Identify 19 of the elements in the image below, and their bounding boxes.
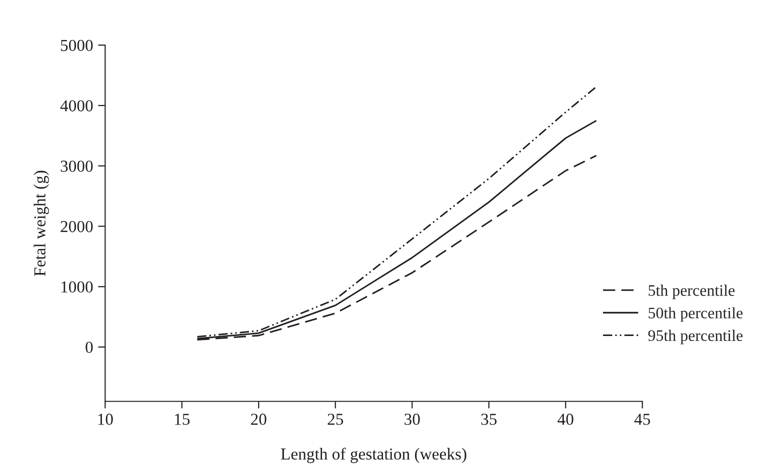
- y-tick-label: 2000: [60, 220, 93, 232]
- x-tick-label: 25: [328, 414, 344, 425]
- x-tick-label: 30: [404, 414, 420, 425]
- legend-label: 5th percentile: [648, 284, 735, 300]
- y-tick-label: 3000: [60, 160, 93, 172]
- y-tick-label: 0: [86, 342, 93, 353]
- x-tick-label: 35: [481, 414, 497, 425]
- x-tick-label: 40: [558, 414, 574, 425]
- legend-label: 50th percentile: [648, 307, 743, 322]
- y-tick-label: 5000: [60, 40, 93, 52]
- legend-label: 95th percentile: [648, 330, 743, 344]
- y-axis-title: Fetal weight (g): [34, 170, 49, 276]
- x-tick-label: 15: [175, 414, 190, 425]
- x-tick-label: 45: [634, 414, 650, 425]
- x-tick-label: 10: [98, 414, 113, 425]
- y-tick-label: 1000: [61, 281, 93, 293]
- y-tick-label: 4000: [60, 100, 93, 112]
- x-tick-label: 20: [251, 414, 266, 425]
- x-axis-title: Length of gestation (weeks): [280, 448, 466, 464]
